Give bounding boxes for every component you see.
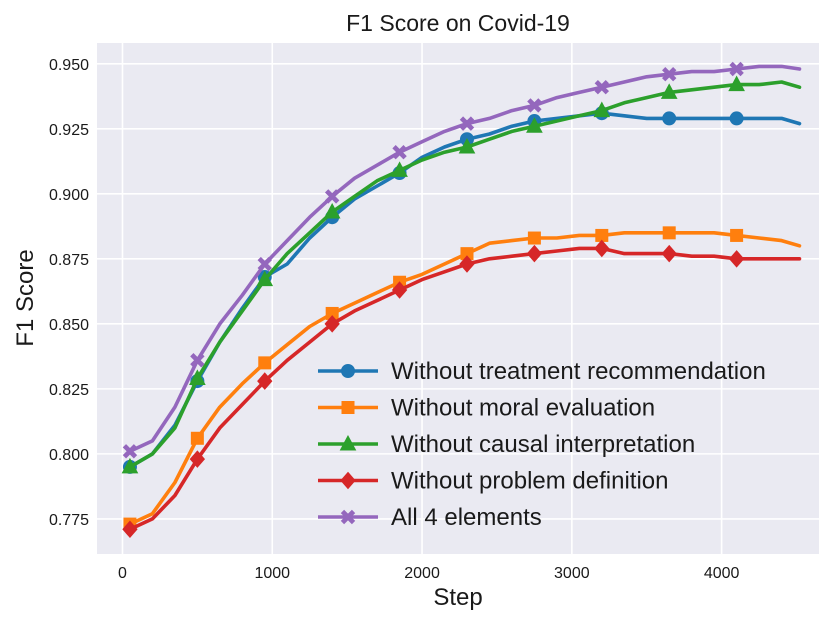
series-without-problem-definition — [122, 239, 802, 539]
data-point-marker — [122, 520, 138, 539]
legend: Without treatment recommendation Without … — [318, 358, 766, 531]
y-tick-label: 0.950 — [49, 57, 89, 74]
x-tick-label: 3000 — [554, 565, 590, 582]
data-point-marker — [526, 244, 543, 263]
y-tick-label: 0.925 — [49, 122, 89, 139]
data-point-marker — [459, 255, 475, 273]
data-point-marker — [459, 116, 475, 131]
data-point-marker — [595, 228, 609, 242]
legend-label: Without treatment recommendation — [391, 358, 766, 385]
data-point-marker — [190, 431, 204, 445]
legend-marker — [339, 434, 357, 451]
data-point-marker — [661, 244, 677, 263]
legend-label: Without moral evaluation — [391, 395, 655, 422]
y-axis-ticks: 0.775 0.800 0.825 0.850 0.875 0.900 0.925 0.950 — [49, 57, 89, 529]
data-point-marker — [593, 101, 611, 118]
legend-marker — [341, 401, 355, 414]
data-point-marker — [730, 228, 744, 242]
y-tick-label: 0.900 — [49, 187, 89, 204]
legend-item: Without moral evaluation — [318, 395, 655, 422]
data-point-marker — [324, 189, 340, 204]
data-point-marker — [729, 111, 744, 126]
data-point-marker — [256, 270, 274, 287]
data-point-marker — [660, 83, 678, 99]
data-point-marker — [122, 444, 138, 459]
data-point-marker — [257, 256, 272, 272]
data-point-marker — [121, 457, 139, 474]
data-point-marker — [729, 61, 744, 77]
data-point-marker — [594, 239, 610, 258]
series-layer — [121, 61, 802, 539]
data-point-marker — [190, 353, 205, 368]
x-tick-label: 2000 — [404, 565, 440, 582]
legend-label: Without causal interpretation — [391, 431, 695, 458]
series-all-4-elements — [122, 61, 802, 459]
data-point-marker — [526, 117, 543, 133]
gridlines — [97, 43, 819, 554]
data-point-marker — [324, 315, 340, 333]
x-tick-label: 4000 — [704, 565, 740, 582]
legend-marker — [340, 509, 356, 525]
data-point-marker — [662, 66, 677, 82]
x-tick-label: 1000 — [254, 565, 290, 582]
data-point-marker — [391, 161, 408, 177]
data-point-marker — [323, 202, 341, 219]
legend-item: Without treatment recommendation — [318, 358, 766, 385]
y-tick-label: 0.775 — [49, 512, 89, 529]
legend-marker — [340, 471, 356, 490]
data-point-marker — [728, 75, 745, 92]
data-point-marker — [392, 145, 407, 160]
data-point-marker — [527, 98, 542, 113]
chart-title: F1 Score on Covid-19 — [346, 10, 570, 36]
legend-item: All 4 elements — [318, 504, 542, 531]
legend-item: Without causal interpretation — [318, 431, 695, 458]
data-point-marker — [662, 111, 677, 126]
x-tick-label: 0 — [118, 565, 127, 582]
legend-label: All 4 elements — [391, 504, 542, 531]
y-axis-label: F1 Score — [12, 249, 39, 346]
y-tick-label: 0.825 — [49, 382, 89, 399]
x-axis-label: Step — [433, 584, 482, 611]
y-tick-label: 0.800 — [49, 447, 89, 464]
y-tick-label: 0.875 — [49, 252, 89, 269]
data-point-marker — [458, 137, 476, 154]
legend-marker — [341, 364, 355, 378]
legend-label: Without problem definition — [391, 468, 668, 495]
data-point-marker — [728, 250, 745, 268]
data-point-marker — [594, 80, 610, 95]
series-without-causal-interpretation — [121, 75, 802, 474]
data-point-marker — [258, 356, 272, 370]
data-point-marker — [391, 281, 408, 299]
x-axis-ticks: 0 1000 2000 3000 4000 — [118, 565, 740, 582]
data-point-marker — [662, 226, 676, 240]
data-point-marker — [527, 231, 541, 245]
data-point-marker — [257, 372, 273, 390]
legend-item: Without problem definition — [318, 468, 668, 495]
data-point-marker — [189, 450, 206, 468]
data-point-marker — [189, 369, 206, 385]
y-tick-label: 0.850 — [49, 317, 89, 334]
